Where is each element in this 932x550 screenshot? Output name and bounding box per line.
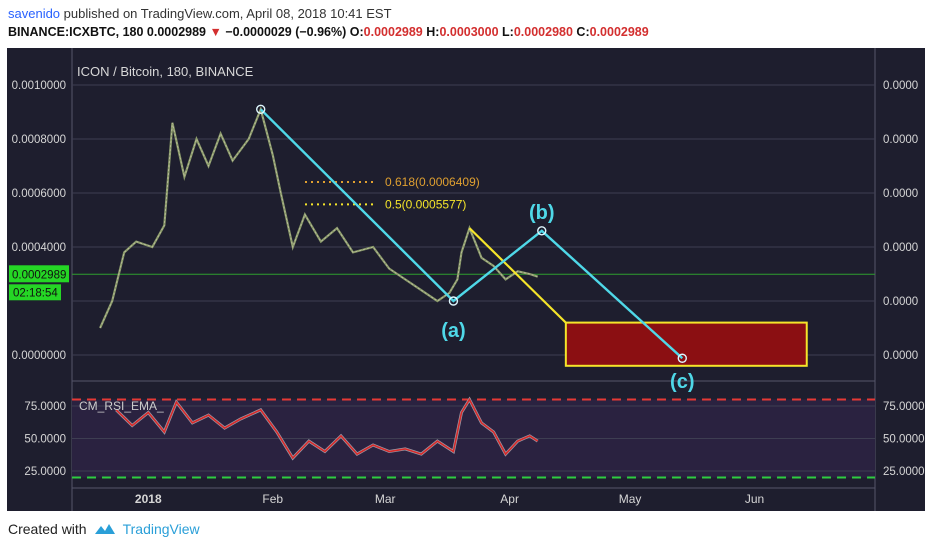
right-tick-label: 0.0000	[883, 134, 918, 146]
price-tick-label: 0.0006000	[12, 188, 66, 200]
rsi-left-tick: 50.0000	[24, 434, 66, 446]
fib-levels: 0.618(0.0006409) 0.5(0.0005577)	[305, 175, 480, 211]
current-price-badge	[9, 265, 69, 283]
down-arrow-icon: ▼	[209, 25, 222, 39]
last-price: 0.0002989	[146, 25, 207, 39]
chart-area[interactable]: 0.618(0.0006409) 0.5(0.0005577) (a) (b) (c)…	[7, 48, 925, 511]
rsi-indicator-name: CM_RSI_EMA_	[79, 399, 164, 413]
rsi-right-tick: 50.0000	[883, 434, 925, 446]
wave-point	[448, 296, 459, 306]
price-tick-label: 0.0008000	[12, 134, 66, 146]
fib-level-label: 0.618(0.0006409)	[385, 175, 480, 189]
tradingview-logo-icon	[94, 524, 115, 534]
high-value: 0.0003000	[439, 25, 499, 39]
abc-wave-line	[259, 108, 684, 360]
rsi-line	[115, 397, 539, 460]
published-text: published on TradingView.com, April 08, …	[63, 6, 392, 21]
price-tick-label: 0.0000000	[12, 350, 66, 362]
low-label: L:	[502, 25, 514, 39]
publish-info: savenido published on TradingView.com, A…	[8, 6, 392, 21]
x-axis-label: May	[619, 492, 642, 506]
x-axis-label: 2018	[135, 492, 162, 506]
tradingview-link[interactable]: TradingView	[122, 521, 200, 537]
x-axis-label: Mar	[375, 492, 396, 506]
chart-canvas[interactable]: 0.618(0.0006409) 0.5(0.0005577) (a) (b) (c)…	[7, 48, 925, 511]
wave-point	[537, 226, 547, 236]
price-tick-label: 0.0010000	[12, 80, 66, 92]
current-price-label: 0.0002989	[12, 269, 66, 281]
yellow-projection-line	[468, 227, 567, 324]
open-value: 0.0002989	[363, 25, 423, 39]
high-label: H:	[426, 25, 440, 39]
x-axis-label: Apr	[500, 492, 519, 506]
right-tick-label: 0.0000	[883, 296, 918, 308]
price-line	[99, 105, 539, 329]
rsi-right-tick: 25.0000	[883, 466, 925, 478]
right-tick-label: 0.0000	[883, 188, 918, 200]
wave-drawing[interactable]: (a) (b) (c)	[256, 104, 695, 393]
price-change: −0.0000029 (−0.96%)	[225, 25, 347, 39]
wave-point	[256, 104, 266, 114]
symbol-label: BINANCE:ICXBTC, 180	[8, 25, 144, 39]
fib-level-label: 0.5(0.0005577)	[385, 197, 466, 211]
chart-title: ICON / Bitcoin, 180, BINANCE	[77, 64, 254, 79]
rsi-right-tick: 75.0000	[883, 401, 925, 413]
grid-lines	[71, 48, 876, 511]
right-tick-label: 0.0000	[883, 80, 918, 92]
price-series	[99, 105, 539, 329]
right-tick-label: 0.0000	[883, 242, 918, 254]
created-with-text: Created with	[8, 521, 87, 537]
rsi-left-tick: 25.0000	[24, 466, 66, 478]
wave-point	[677, 353, 687, 363]
countdown-label: 02:18:54	[13, 287, 58, 299]
rsi-series	[115, 396, 539, 461]
rsi-left-tick: 75.0000	[24, 401, 66, 413]
countdown-badge	[9, 284, 61, 301]
wave-label: (a)	[441, 320, 465, 342]
footer: Created with TradingView	[8, 521, 200, 537]
close-label: C:	[576, 25, 590, 39]
wave-label: (b)	[529, 202, 555, 224]
price-tick-label: 0.0004000	[12, 242, 66, 254]
right-tick-label: 0.0000	[883, 350, 918, 362]
ohlc-bar: BINANCE:ICXBTC, 180 0.0002989 ▼ −0.00000…	[8, 25, 649, 39]
open-label: O:	[349, 25, 364, 39]
low-value: 0.0002980	[513, 25, 573, 39]
axes: 0.0010000 0.0008000 0.0006000 0.0004000 0.00…	[9, 80, 925, 506]
x-axis-label: Feb	[262, 492, 283, 506]
x-axis-label: Jun	[745, 492, 764, 506]
close-value: 0.0002989	[589, 25, 649, 39]
wave-label: (c)	[670, 371, 694, 393]
rsi-background	[72, 398, 875, 479]
author-link[interactable]: savenido	[8, 6, 61, 21]
